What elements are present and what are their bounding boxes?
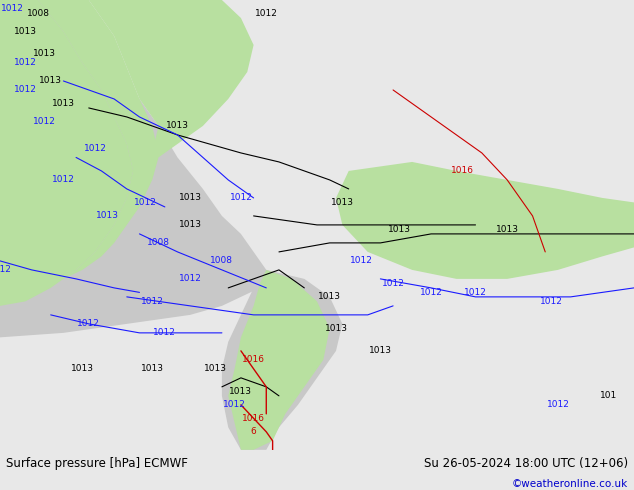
Polygon shape: [89, 0, 254, 180]
Text: Su 26-05-2024 18:00 UTC (12+06): Su 26-05-2024 18:00 UTC (12+06): [424, 457, 628, 470]
Text: 1013: 1013: [96, 211, 119, 220]
Text: 1013: 1013: [331, 198, 354, 207]
Text: 1013: 1013: [179, 220, 202, 229]
Text: 1013: 1013: [166, 122, 189, 130]
Text: 1012: 1012: [14, 58, 37, 68]
Text: 1012: 1012: [134, 198, 157, 207]
Text: 101: 101: [600, 392, 618, 400]
Polygon shape: [336, 162, 634, 279]
Text: 1013: 1013: [318, 293, 341, 301]
Text: 1012: 1012: [0, 266, 11, 274]
Text: 1013: 1013: [325, 324, 347, 333]
Text: 1013: 1013: [14, 27, 37, 36]
Text: 1013: 1013: [388, 225, 411, 234]
Text: 1012: 1012: [84, 144, 107, 153]
Text: 1012: 1012: [179, 274, 202, 283]
Polygon shape: [38, 0, 158, 288]
Text: 1013: 1013: [496, 225, 519, 234]
Polygon shape: [0, 0, 266, 337]
Polygon shape: [0, 0, 133, 306]
Text: 1012: 1012: [420, 288, 443, 297]
Text: 1013: 1013: [39, 76, 62, 85]
Text: 1008: 1008: [210, 256, 233, 266]
Text: 1012: 1012: [382, 279, 404, 288]
Text: 1012: 1012: [153, 328, 176, 338]
Text: 1012: 1012: [77, 319, 100, 328]
Text: 1008: 1008: [147, 239, 170, 247]
Text: 1012: 1012: [33, 117, 56, 126]
Text: 1012: 1012: [223, 400, 246, 409]
Text: 1012: 1012: [547, 400, 569, 409]
Text: 1012: 1012: [1, 4, 24, 14]
Text: 1016: 1016: [242, 355, 265, 365]
Text: 1012: 1012: [230, 194, 252, 202]
Text: ©weatheronline.co.uk: ©weatheronline.co.uk: [512, 479, 628, 489]
Text: 1013: 1013: [204, 365, 227, 373]
Text: 1013: 1013: [230, 387, 252, 396]
Text: 1013: 1013: [179, 194, 202, 202]
Text: Surface pressure [hPa] ECMWF: Surface pressure [hPa] ECMWF: [6, 457, 188, 470]
Text: 1012: 1012: [350, 256, 373, 266]
Text: 6: 6: [250, 427, 257, 436]
Text: 1012: 1012: [141, 297, 164, 306]
Text: 1013: 1013: [52, 99, 75, 108]
Text: 1012: 1012: [255, 9, 278, 18]
Text: 1012: 1012: [14, 85, 37, 95]
Text: 1013: 1013: [33, 49, 56, 58]
Polygon shape: [228, 270, 330, 450]
Text: 1012: 1012: [540, 297, 563, 306]
Text: 1012: 1012: [464, 288, 487, 297]
Text: 1013: 1013: [71, 365, 94, 373]
Text: 1012: 1012: [52, 175, 75, 184]
Text: 1013: 1013: [141, 365, 164, 373]
Polygon shape: [222, 270, 342, 450]
Text: 1016: 1016: [451, 167, 474, 175]
Text: 1016: 1016: [242, 414, 265, 423]
Text: 1013: 1013: [369, 346, 392, 355]
Text: 1008: 1008: [27, 9, 49, 18]
